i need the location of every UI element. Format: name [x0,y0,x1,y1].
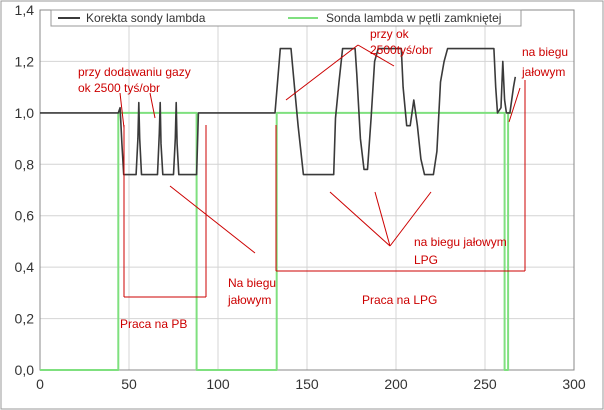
y-tick-label: 0,8 [15,156,35,172]
y-tick-label: 0,2 [15,311,35,327]
x-tick-label: 50 [121,376,137,392]
y-tick-label: 1,2 [15,53,35,69]
arrow-lpg-idle-1 [329,191,391,247]
x-tick-label: 150 [295,376,319,392]
arrow-idle-right [508,87,521,123]
arrow-2500-left [285,44,359,101]
legend-label-korekta: Korekta sondy lambda [86,11,206,25]
annotation-2500-line2: 2500tyś/obr [370,43,433,57]
annotation-lines [119,44,526,298]
x-tick-label: 0 [36,376,44,392]
series-line-korekta [40,47,517,176]
annotation-2500-line1: przy ok [370,27,410,41]
legend: Korekta sondy lambda Sonda lambda w pętl… [50,9,522,27]
annotation-gas-line2: ok 2500 tyś/obr [78,81,160,95]
series-layer [40,47,517,371]
arrow-lpg-idle-2 [374,191,391,247]
annotation-praca-lpg: Praca na LPG [362,293,437,307]
annotation-lpg-idle-line1: na biegu jałowym [414,235,507,249]
annotation-gas-line1: przy dodawaniu gazy [78,65,191,79]
annotation-idle-right-line2: jałowym [521,65,565,79]
y-tick-label: 0,0 [15,362,35,378]
annotation-idle-right-line1: na biegu [522,45,568,59]
x-axis: 0 50 100 150 200 250 300 [36,376,586,392]
annotation-labels: przy dodawaniu gazy ok 2500 tyś/obr przy… [78,27,568,331]
legend-label-sonda: Sonda lambda w pętli zamkniętej [326,11,501,25]
legend-box [50,9,522,27]
arrow-2500-right [357,44,395,67]
arrow-gas-1 [119,92,125,129]
y-axis: 0,0 0,2 0,4 0,6 0,8 1,0 1,2 1,4 [15,2,35,378]
arrow-idle-pb [169,185,256,254]
arrow-gas-2 [149,92,156,119]
x-tick-label: 300 [562,376,586,392]
y-tick-label: 1,0 [15,105,35,121]
annotation-idle-pb-line1: Na biegu [228,276,276,290]
arrow-lpg-idle-3 [389,191,432,247]
series-line-sonda [40,111,512,371]
y-tick-label: 1,4 [15,2,35,18]
x-tick-label: 200 [384,376,408,392]
x-tick-label: 100 [206,376,230,392]
annotation-praca-pb: Praca na PB [120,317,187,331]
y-tick-label: 0,6 [15,208,35,224]
x-tick-label: 250 [473,376,497,392]
y-tick-label: 0,4 [15,259,35,275]
annotation-idle-pb-line2: jałowym [227,293,271,307]
annotation-lpg-idle-line2: LPG [414,253,438,267]
